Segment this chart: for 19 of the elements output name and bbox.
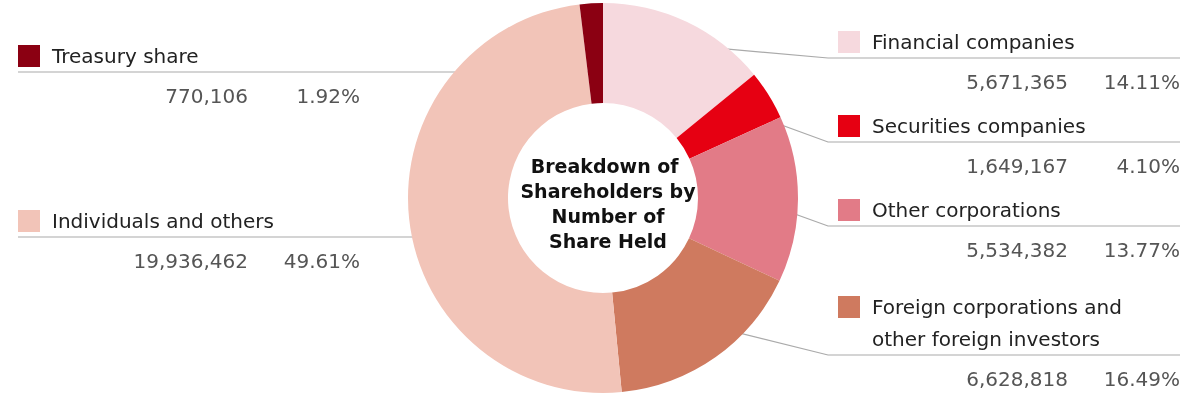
text: 770,106 [165, 84, 248, 108]
legend-label: Securities companies [872, 114, 1086, 138]
data-label: 14.11% [1103, 70, 1180, 94]
legend-label: Treasury share [51, 44, 199, 68]
text: 1,649,167 [966, 154, 1068, 178]
text: 19,936,462 [133, 249, 248, 273]
legend-label: Other corporations [872, 198, 1061, 222]
text: 5,534,382 [966, 238, 1068, 262]
text: 5,671,365 [966, 70, 1068, 94]
legend-label: Financial companies [872, 30, 1075, 54]
data-label: 13.77% [1103, 238, 1180, 262]
legend-label: Individuals and others [52, 209, 274, 233]
data-label: 49.61% [283, 249, 360, 273]
data-label: 4.10% [1116, 154, 1180, 178]
data-label: 1.92% [296, 84, 360, 108]
text: Breakdown of Shareholders by Number of Share Held [520, 154, 697, 252]
legend-label: Foreign corporations and other foreign investors [872, 295, 1122, 351]
text: 6,628,818 [966, 367, 1068, 391]
data-label: 16.49% [1103, 367, 1180, 391]
